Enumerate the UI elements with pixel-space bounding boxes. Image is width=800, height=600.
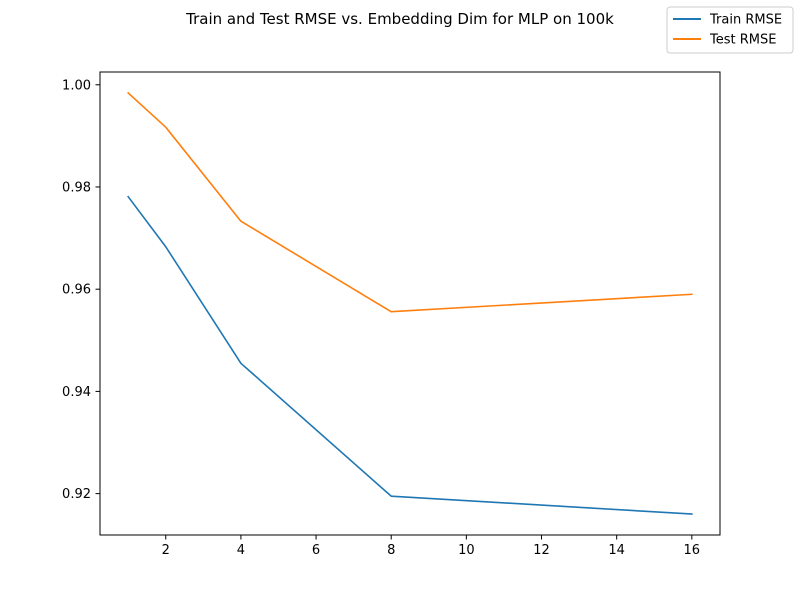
x-tick-label: 6 xyxy=(312,543,320,558)
y-tick-label: 0.94 xyxy=(62,385,91,400)
legend-label-test-rmse: Test RMSE xyxy=(709,33,776,48)
chart-title: Train and Test RMSE vs. Embedding Dim fo… xyxy=(185,10,614,28)
x-tick-label: 4 xyxy=(237,543,245,558)
series-lines xyxy=(127,91,693,515)
x-axis: 2 4 6 8 10 12 14 16 xyxy=(162,535,700,558)
series-line-train-rmse xyxy=(127,195,693,515)
y-tick-label: 0.96 xyxy=(62,283,91,298)
series-line-test-rmse xyxy=(127,91,693,313)
x-tick-label: 14 xyxy=(608,543,625,558)
x-tick-label: 10 xyxy=(458,543,475,558)
x-tick-label: 8 xyxy=(387,543,395,558)
legend: Train RMSE Test RMSE xyxy=(666,6,794,54)
plot-area xyxy=(100,72,720,535)
x-tick-label: 2 xyxy=(162,543,170,558)
legend-label-train-rmse: Train RMSE xyxy=(709,13,782,28)
x-tick-label: 12 xyxy=(533,543,550,558)
y-tick-label: 1.00 xyxy=(62,78,91,93)
y-axis: 0.92 0.94 0.96 0.98 1.00 xyxy=(62,78,100,502)
y-tick-label: 0.92 xyxy=(62,487,91,502)
x-tick-label: 16 xyxy=(684,543,701,558)
y-tick-label: 0.98 xyxy=(62,180,91,195)
plot-frame xyxy=(99,71,721,536)
